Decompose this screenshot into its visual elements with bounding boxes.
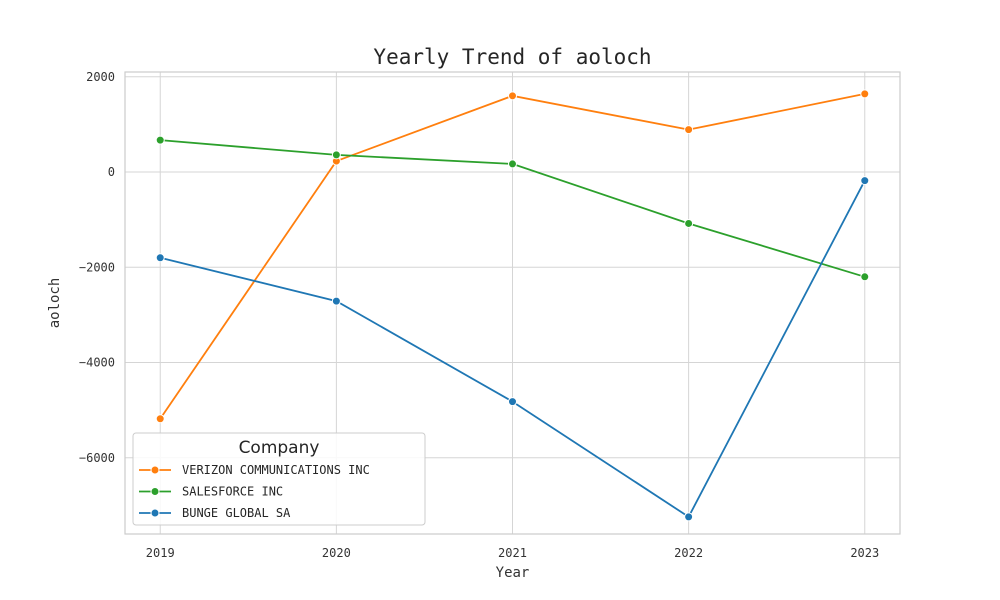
series-group	[155, 89, 870, 522]
y-tick-label: 2000	[86, 70, 115, 84]
legend-item: VERIZON COMMUNICATIONS INC	[139, 463, 370, 477]
legend-items: VERIZON COMMUNICATIONS INC SALESFORCE INC…	[139, 463, 370, 520]
series-0	[155, 89, 870, 424]
data-point	[860, 89, 870, 99]
legend-box	[132, 432, 426, 526]
series-1	[155, 135, 870, 282]
data-point	[508, 159, 517, 169]
data-point	[684, 512, 694, 522]
legend-item: BUNGE GLOBAL SA	[139, 506, 291, 520]
legend-label: VERIZON COMMUNICATIONS INC	[182, 463, 370, 477]
data-point	[860, 176, 870, 186]
x-tick-label: 2021	[498, 546, 527, 560]
data-point	[508, 91, 517, 101]
legend-swatch-marker	[150, 508, 160, 518]
y-axis-ticks: 2000 0 −2000 −4000 −6000	[79, 70, 115, 465]
legend: Company VERIZON COMMUNICATIONS INC SALESF…	[132, 432, 426, 526]
grid	[125, 72, 900, 534]
y-tick-label: −2000	[79, 260, 115, 274]
x-axis-ticks: 2019 2020 2021 2022 2023	[146, 546, 879, 560]
data-point	[331, 150, 341, 160]
data-point	[860, 272, 870, 282]
legend-label: SALESFORCE INC	[182, 485, 283, 499]
data-point	[155, 414, 165, 424]
x-axis-label: Year	[496, 565, 530, 581]
data-point	[155, 253, 165, 263]
legend-swatch-marker	[150, 487, 160, 496]
data-point	[331, 296, 341, 306]
legend-title: Company	[239, 438, 320, 458]
y-tick-label: −4000	[79, 356, 115, 370]
legend-label: BUNGE GLOBAL SA	[182, 506, 291, 520]
data-point	[508, 397, 517, 407]
x-tick-label: 2022	[674, 546, 703, 560]
x-tick-label: 2020	[322, 546, 351, 560]
y-tick-label: −6000	[79, 451, 115, 465]
y-axis-label: aoloch	[47, 278, 63, 329]
data-point	[155, 135, 165, 145]
x-tick-label: 2019	[146, 546, 175, 560]
chart-title: Yearly Trend of aoloch	[373, 45, 651, 69]
data-point	[684, 218, 694, 228]
data-point	[684, 125, 694, 135]
y-tick-label: 0	[108, 165, 115, 179]
x-tick-label: 2023	[850, 546, 879, 560]
legend-swatch-marker	[150, 465, 160, 475]
legend-item: SALESFORCE INC	[139, 485, 283, 499]
plot-area-frame	[124, 71, 901, 535]
series-2	[155, 176, 870, 522]
